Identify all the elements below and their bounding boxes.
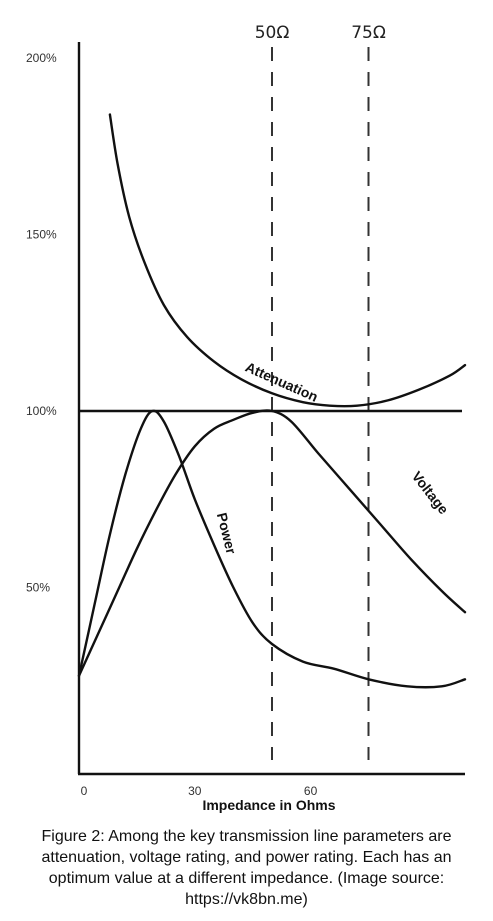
impedance-markers: 50Ω 75Ω	[255, 23, 386, 760]
x-tick-0: 0	[81, 784, 88, 798]
figure-caption: Figure 2: Among the key transmission lin…	[41, 828, 452, 908]
power-label: Power	[214, 511, 240, 556]
y-tick-50: 50%	[26, 581, 50, 595]
marker-label-50-ohm: 50Ω	[255, 23, 290, 43]
voltage-curve	[77, 409, 467, 677]
y-tick-labels: 200% 150% 100% 50%	[26, 51, 57, 595]
x-axis-label: Impedance in Ohms	[202, 797, 335, 813]
voltage-label: Voltage	[409, 468, 452, 517]
y-tick-200: 200%	[26, 51, 57, 65]
x-tick-labels: 0 30 60	[81, 784, 318, 798]
attenuation-curve	[108, 113, 467, 408]
x-tick-60: 60	[304, 784, 318, 798]
x-tick-30: 30	[188, 784, 202, 798]
marker-label-75-ohm: 75Ω	[351, 23, 386, 43]
power-curve	[77, 409, 467, 689]
axes	[77, 42, 465, 776]
y-tick-150: 150%	[26, 228, 57, 242]
y-tick-100: 100%	[26, 404, 57, 418]
curves	[77, 113, 467, 689]
impedance-chart: 50Ω 75Ω 200%150%100%50% 0 30 60 Attenuation…	[26, 23, 467, 813]
